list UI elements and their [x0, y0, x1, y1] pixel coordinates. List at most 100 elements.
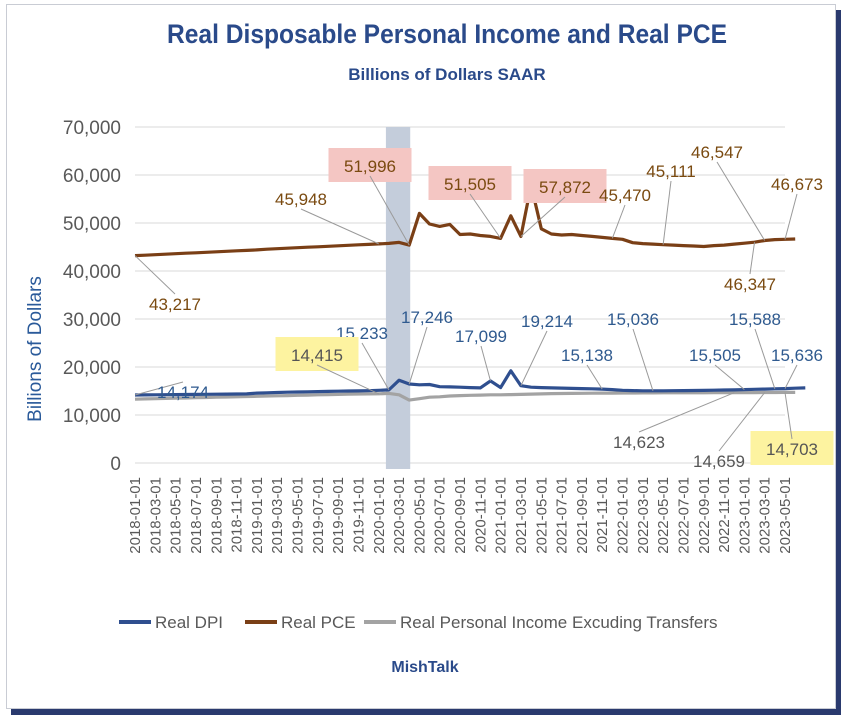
data-annotations: 14,17415,23317,24617,09919,21415,13815,0… [134, 143, 834, 471]
y-tick-label: 40,000 [63, 262, 121, 283]
data-label: 15,505 [689, 346, 741, 365]
x-tick-label: 2020-09-01 [452, 477, 469, 554]
leader-line [408, 326, 428, 385]
gridlines [135, 126, 785, 464]
leader-line [134, 255, 176, 295]
x-tick-label: 2020-07-01 [432, 477, 449, 554]
data-label: 46,347 [724, 275, 776, 294]
leader-line [632, 328, 654, 391]
data-label: 46,547 [691, 143, 743, 162]
legend-label: Real PCE [281, 613, 356, 632]
data-label: 17,246 [401, 308, 453, 327]
leader-line [784, 364, 798, 389]
data-label: 15,588 [729, 310, 781, 329]
data-label: 43,217 [149, 295, 201, 314]
data-label: 45,470 [599, 186, 651, 205]
y-tick-label: 30,000 [63, 310, 121, 331]
leader-line [134, 381, 184, 396]
data-label: 17,099 [455, 327, 507, 346]
leader-line [520, 330, 548, 386]
y-tick-label: 70,000 [63, 118, 121, 139]
x-tick-labels: 2018-01-01 2018-03-01 2018-05-01 2018-07-01… [127, 477, 794, 554]
data-label: 14,623 [613, 433, 665, 452]
leader-line [586, 364, 603, 390]
x-tick-label: 2022-01-01 [615, 477, 632, 554]
data-label: 15,036 [607, 310, 659, 329]
recession-shading [385, 127, 411, 469]
leader-line [749, 242, 756, 275]
x-tick-label: 2022-05-01 [655, 477, 672, 554]
x-tick-label: 2020-01-01 [371, 477, 388, 554]
data-label: 46,673 [771, 175, 823, 194]
data-label: 14,703 [766, 440, 818, 459]
x-tick-label: 2021-07-01 [554, 477, 571, 554]
x-tick-label: 2021-05-01 [533, 477, 550, 554]
x-tick-label: 2019-07-01 [310, 477, 327, 554]
y-tick-label: 60,000 [63, 166, 121, 187]
x-tick-label: 2022-11-01 [716, 477, 733, 553]
series-line [134, 390, 796, 402]
x-tick-label: 2018-03-01 [147, 477, 164, 554]
leader-line [361, 342, 390, 391]
x-tick-label: 2023-01-01 [736, 477, 753, 554]
x-tick-label: 2018-07-01 [188, 477, 205, 554]
data-label: 15,636 [771, 346, 823, 365]
data-label: 57,872 [539, 178, 591, 197]
source-label: MishTalk [391, 659, 458, 676]
x-tick-label: 2018-05-01 [168, 477, 185, 554]
leader-line [784, 193, 798, 240]
leader-line [369, 175, 410, 246]
x-tick-label: 2023-05-01 [777, 477, 794, 554]
x-tick-label: 2021-09-01 [574, 477, 591, 554]
x-tick-label: 2022-03-01 [635, 477, 652, 554]
x-tick-label: 2019-01-01 [249, 477, 266, 554]
legend-label: Real Personal Income Excuding Transfers [400, 613, 718, 632]
x-tick-label: 2020-05-01 [411, 477, 428, 554]
x-tick-label: 2021-03-01 [513, 477, 530, 554]
data-label: 15,138 [561, 346, 613, 365]
legend-label: Real DPI [155, 613, 223, 632]
x-tick-label: 2021-01-01 [493, 477, 510, 554]
y-tick-label: 20,000 [63, 358, 121, 379]
leader-line [784, 392, 793, 440]
x-tick-label: 2020-11-01 [472, 477, 489, 553]
x-tick-label: 2019-11-01 [350, 477, 367, 553]
x-tick-label: 2022-07-01 [675, 477, 692, 554]
y-axis-label: Billions of Dollars [25, 276, 46, 422]
leader-line [480, 345, 491, 382]
leader-line [300, 208, 379, 245]
x-tick-label: 2022-09-01 [696, 477, 713, 554]
chart-subtitle: Billions of Dollars SAAR [348, 65, 545, 84]
y-tick-label: 50,000 [63, 214, 121, 235]
y-tick-label: 10,000 [63, 406, 121, 427]
y-tick-label: 0 [110, 454, 121, 475]
y-tick-labels: 0 10,000 20,000 30,000 40,000 50,000 60,000 70,… [63, 118, 121, 475]
series-lines [134, 183, 806, 402]
series-line [134, 183, 796, 258]
x-tick-label: 2019-05-01 [290, 477, 307, 554]
data-label: 19,214 [521, 312, 573, 331]
x-tick-label: 2018-01-01 [127, 477, 144, 554]
series-line [134, 369, 806, 397]
leader-line [638, 392, 735, 433]
data-label: 14,174 [157, 383, 209, 402]
leader-line [611, 204, 626, 239]
leader-line [716, 161, 766, 241]
x-tick-label: 2019-03-01 [269, 477, 286, 554]
legend: Real DPI Real PCE Real Personal Income Exc… [119, 613, 718, 632]
data-label: 45,111 [646, 162, 695, 181]
chart-title: Real Disposable Personal Income and Real… [167, 19, 727, 49]
x-tick-label: 2020-03-01 [391, 477, 408, 554]
x-tick-label: 2023-03-01 [757, 477, 774, 554]
x-tick-label: 2018-09-01 [208, 477, 225, 554]
leader-line [662, 180, 672, 245]
leader-line [469, 193, 502, 239]
x-tick-label: 2019-09-01 [330, 477, 347, 554]
leader-line [714, 364, 745, 390]
data-label: 14,415 [291, 346, 343, 365]
data-label: 45,948 [275, 190, 327, 209]
leader-line [520, 196, 566, 237]
data-label: 51,505 [444, 175, 496, 194]
chart-svg: Real Disposable Personal Income and Real… [25, 19, 834, 676]
x-tick-label: 2018-11-01 [229, 477, 246, 553]
